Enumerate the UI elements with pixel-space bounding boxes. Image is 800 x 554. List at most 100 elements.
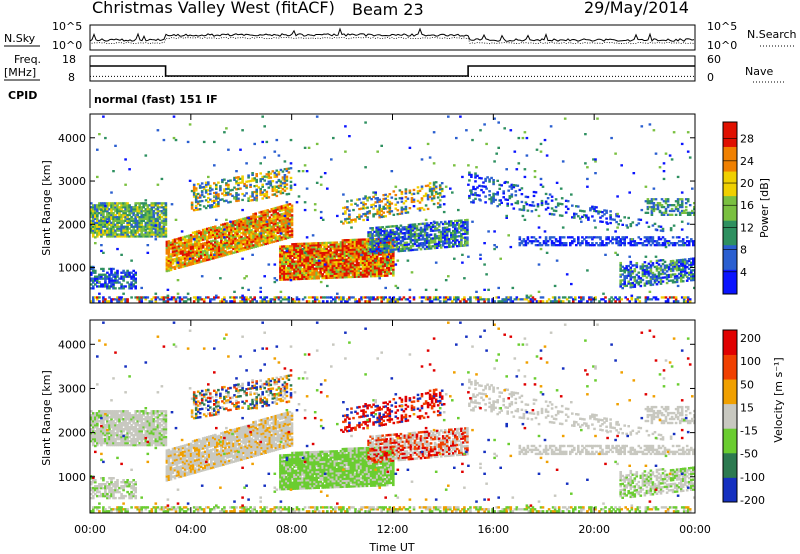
power-cell bbox=[595, 206, 598, 209]
power-cell bbox=[419, 248, 423, 251]
power-cell bbox=[560, 236, 564, 239]
power-cell bbox=[430, 199, 434, 202]
power-cell bbox=[661, 276, 665, 279]
power-cell bbox=[357, 258, 361, 261]
power-cell bbox=[589, 244, 592, 247]
power-cell bbox=[197, 229, 201, 233]
power-cell bbox=[199, 246, 203, 250]
power-cell bbox=[661, 227, 665, 231]
power-cell bbox=[266, 240, 270, 243]
power-cell bbox=[390, 252, 393, 256]
power-cell bbox=[377, 232, 380, 235]
power-cell bbox=[281, 249, 284, 252]
power-cell bbox=[375, 248, 378, 251]
power-cell bbox=[392, 270, 395, 273]
power-cell bbox=[114, 233, 117, 236]
power-cell bbox=[266, 218, 270, 222]
power-cell bbox=[289, 272, 292, 275]
power-cell bbox=[264, 236, 267, 240]
power-cell bbox=[281, 253, 284, 256]
power-cell bbox=[224, 246, 227, 249]
power-cell bbox=[450, 231, 453, 235]
power-cell bbox=[228, 227, 231, 230]
power-cell bbox=[206, 229, 209, 232]
power-cell bbox=[284, 219, 288, 222]
power-cell bbox=[114, 275, 117, 278]
power-cell bbox=[389, 250, 393, 253]
power-cell bbox=[187, 254, 191, 257]
power-cell bbox=[268, 210, 272, 213]
power-cell bbox=[435, 246, 439, 249]
power-cell bbox=[138, 212, 141, 215]
power-cell bbox=[405, 227, 409, 231]
power-cell bbox=[424, 194, 428, 197]
power-cell bbox=[191, 243, 195, 246]
power-cell bbox=[198, 298, 202, 301]
power-cell bbox=[355, 269, 359, 273]
power-cell bbox=[220, 241, 223, 244]
power-cell bbox=[248, 229, 251, 232]
power-cell bbox=[399, 242, 403, 245]
power-cell bbox=[512, 186, 516, 189]
power-cell bbox=[289, 264, 292, 267]
power-cell bbox=[291, 248, 294, 252]
power-cell bbox=[335, 272, 339, 275]
power-cell bbox=[263, 175, 266, 178]
power-cell bbox=[152, 215, 156, 219]
power-cell bbox=[114, 231, 117, 234]
power-cell bbox=[579, 209, 582, 212]
power-cell bbox=[197, 241, 201, 244]
power-cell bbox=[261, 185, 264, 188]
power-cell bbox=[122, 212, 125, 215]
power-cell bbox=[679, 264, 683, 267]
power-cell bbox=[413, 248, 417, 251]
power-cell bbox=[429, 225, 433, 229]
power-cell bbox=[223, 194, 226, 197]
power-cell bbox=[146, 227, 150, 230]
power-cell bbox=[534, 191, 538, 194]
power-cell bbox=[394, 203, 398, 206]
power-cell bbox=[344, 220, 347, 223]
power-cell bbox=[222, 254, 225, 257]
power-cell bbox=[226, 239, 229, 242]
power-cell bbox=[379, 232, 382, 235]
power-cell bbox=[246, 230, 249, 233]
power-cell bbox=[226, 230, 229, 233]
power-cell bbox=[363, 253, 367, 257]
power-cell bbox=[191, 249, 195, 252]
power-cell bbox=[398, 296, 402, 299]
power-cell bbox=[247, 298, 250, 301]
power-cell bbox=[108, 213, 111, 217]
power-cell bbox=[431, 237, 435, 240]
power-cell bbox=[329, 249, 333, 252]
power-cell bbox=[102, 283, 105, 286]
power-cell bbox=[118, 202, 121, 205]
power-cell bbox=[405, 247, 409, 250]
power-cell bbox=[427, 245, 431, 248]
power-cell bbox=[216, 256, 219, 259]
power-cell bbox=[235, 194, 238, 197]
power-cell bbox=[144, 208, 148, 211]
power-cell bbox=[426, 196, 430, 199]
power-cell bbox=[439, 230, 443, 234]
power-cell bbox=[122, 277, 125, 280]
power-cell bbox=[108, 277, 111, 280]
power-cell bbox=[210, 257, 213, 260]
power-cell bbox=[415, 248, 419, 251]
power-cell bbox=[134, 235, 137, 238]
power-cell bbox=[240, 231, 243, 235]
power-cell bbox=[443, 238, 447, 241]
power-cell bbox=[254, 214, 257, 217]
power-cell bbox=[656, 205, 660, 209]
power-cell bbox=[262, 221, 265, 225]
power-cell bbox=[286, 232, 290, 236]
power-cell bbox=[349, 260, 353, 263]
power-cell bbox=[367, 233, 370, 236]
power-cell bbox=[148, 219, 152, 222]
power-cell bbox=[383, 257, 387, 260]
power-cell bbox=[309, 265, 312, 268]
power-cell bbox=[204, 199, 208, 202]
power-cell bbox=[112, 202, 115, 205]
power-cell bbox=[238, 218, 241, 222]
power-cell bbox=[295, 256, 298, 259]
